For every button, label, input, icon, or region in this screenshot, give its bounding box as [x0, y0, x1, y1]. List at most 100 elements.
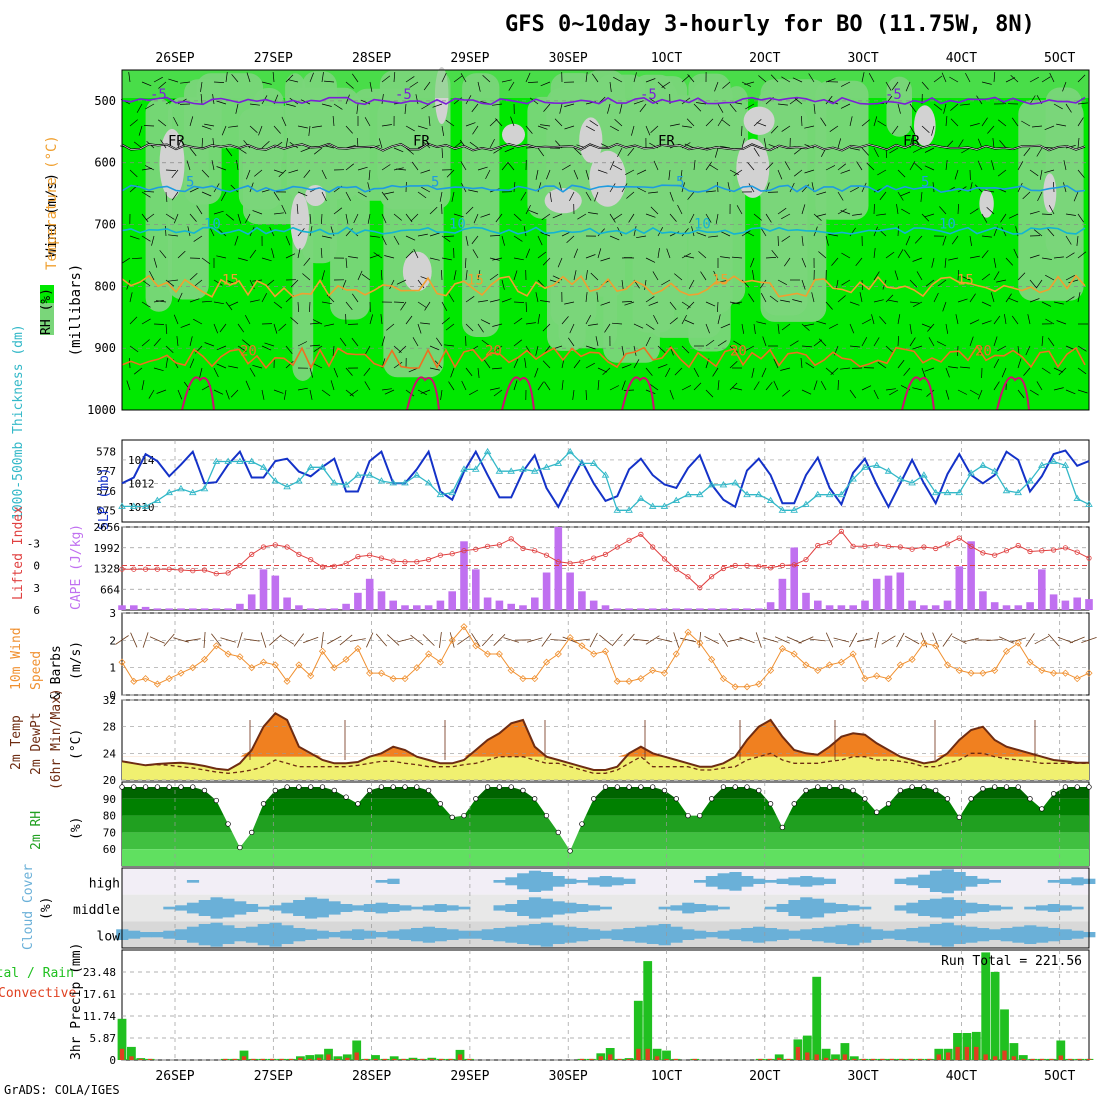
wind-barb	[326, 294, 335, 303]
wind-barb	[589, 120, 599, 127]
wind-barb	[669, 191, 674, 202]
li-marker	[720, 565, 727, 572]
wind-barb	[825, 235, 829, 246]
rh2m-marker	[142, 784, 149, 790]
rh2m-marker	[591, 796, 597, 802]
cloud-block	[894, 929, 907, 940]
wind-barb	[380, 314, 383, 325]
cloud-block	[694, 904, 707, 912]
wind-barb	[297, 341, 308, 347]
wind-barb	[720, 256, 731, 259]
wind-barb	[1044, 169, 1055, 174]
cloud-block	[1071, 877, 1084, 886]
cloud-block	[210, 897, 223, 919]
wind10m-barb	[243, 638, 260, 642]
precip-total-bar	[633, 1000, 643, 1060]
cape-bar	[141, 606, 150, 610]
wind-barb	[909, 337, 916, 347]
wind-barb	[281, 204, 287, 215]
wind-barb	[653, 314, 659, 325]
wind-barb	[357, 191, 367, 198]
wind-barb	[465, 296, 475, 303]
wind-barb	[321, 169, 327, 180]
wind-barb	[235, 103, 239, 114]
thickness-marker	[507, 467, 515, 474]
precip-convective-bar	[1021, 1058, 1026, 1060]
isotherm-label: 5	[431, 175, 439, 191]
wind10m-marker	[672, 650, 680, 658]
rh2m-marker	[555, 829, 561, 836]
li-marker	[331, 563, 337, 569]
day-label-bottom: 5OCT	[1044, 1069, 1075, 1084]
li-marker	[249, 551, 255, 558]
wind-barb	[885, 95, 893, 105]
wind-barb	[381, 235, 387, 246]
rh2m-marker	[484, 784, 491, 790]
thickness-marker	[1085, 500, 1093, 507]
cloud-block	[599, 906, 612, 910]
wind-barb	[378, 138, 383, 149]
wind-barb	[765, 162, 774, 171]
wind-barb	[288, 79, 299, 83]
li-marker	[190, 568, 196, 574]
cloud-block	[481, 929, 494, 940]
wind-barb	[705, 339, 715, 347]
thickness-marker	[707, 481, 716, 488]
wind-barb	[465, 206, 474, 215]
isotherm-freezing-inner	[121, 143, 1086, 151]
cloud-block	[694, 930, 707, 939]
wind-barb	[741, 125, 743, 137]
wind10m-barb	[809, 638, 826, 642]
cloud-block	[729, 929, 742, 940]
wind-barb	[633, 323, 644, 329]
wind-barb	[230, 389, 239, 398]
wind-barb	[273, 212, 284, 215]
precip-convective-bar	[138, 1058, 143, 1060]
wind10m-barb	[573, 638, 590, 642]
cape-bar	[566, 572, 574, 610]
wind-barb	[194, 279, 203, 287]
wind10m-marker	[884, 675, 893, 683]
rh2m-band	[122, 787, 1089, 799]
cloud-block	[163, 930, 176, 939]
wind-barb	[741, 230, 751, 237]
wind-barb	[1065, 252, 1075, 259]
wind10m-marker	[259, 658, 268, 666]
rh-dry-patch	[1043, 173, 1057, 213]
li-marker	[591, 555, 597, 561]
precip-total-bar	[981, 952, 991, 1060]
wind-barb	[897, 191, 904, 201]
wind-barb	[441, 72, 447, 83]
wind-barb	[681, 228, 689, 237]
wind-barb	[285, 74, 294, 83]
cloud-block	[304, 929, 318, 940]
rh2m-marker	[921, 784, 927, 790]
cloud-block	[599, 876, 612, 887]
wind10m-marker	[790, 650, 798, 658]
wind10m-barb	[825, 632, 834, 648]
li-marker	[992, 552, 998, 558]
wind-barb	[1077, 389, 1088, 394]
wind-barb	[381, 164, 391, 171]
cloud-block	[753, 926, 766, 943]
wind-barb	[364, 345, 371, 355]
wind10m-marker	[507, 666, 515, 674]
wind-barb	[332, 345, 335, 357]
wind-barb	[453, 75, 463, 83]
wind-barb	[777, 169, 783, 180]
wind-barb	[609, 235, 620, 241]
rh2m-marker	[685, 812, 691, 819]
wind-barb	[1077, 117, 1084, 127]
wind-barb	[1023, 367, 1031, 376]
wind-barb	[951, 235, 959, 245]
cape-bar	[1061, 600, 1070, 610]
wind-barb	[303, 257, 311, 266]
wind-barb	[686, 118, 695, 127]
wind-barb	[141, 168, 152, 171]
wind-barb	[801, 235, 804, 246]
isotherm-line	[121, 184, 1086, 194]
precip-total-bar	[127, 1046, 136, 1060]
precip-axis-label: 3hr Precip (mm)	[69, 943, 84, 1060]
wind-barb	[465, 235, 469, 246]
li-marker	[602, 551, 609, 558]
